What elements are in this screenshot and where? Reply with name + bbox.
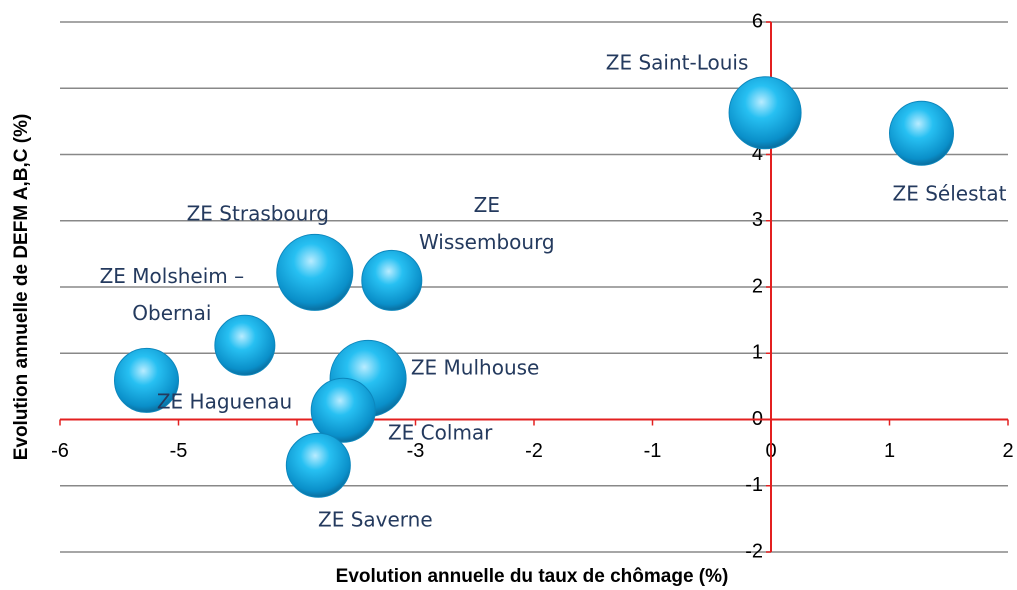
bubble-label: ZE Saint-Louis bbox=[605, 50, 749, 75]
bubble-label: ZE Wissembourg bbox=[418, 193, 555, 255]
y-tick-label: -2 bbox=[745, 540, 763, 562]
x-tick-label: -3 bbox=[407, 440, 425, 462]
bubble bbox=[285, 432, 351, 498]
bubble bbox=[214, 314, 276, 376]
bubble-label: ZE Molsheim – Obernai bbox=[99, 264, 245, 326]
x-axis-title: Evolution annuelle du taux de chômage (%… bbox=[336, 566, 729, 587]
bubble-label: ZE Sélestat bbox=[892, 181, 1007, 206]
bubble bbox=[114, 347, 180, 413]
bubble-label: ZE Mulhouse bbox=[410, 355, 540, 380]
bubble bbox=[888, 100, 954, 166]
bubble bbox=[310, 377, 376, 443]
bubble bbox=[728, 76, 802, 150]
bubble bbox=[276, 233, 354, 311]
y-tick-label: 6 bbox=[752, 10, 763, 32]
x-tick-label: -5 bbox=[170, 440, 188, 462]
y-axis-title: Evolution annuelle de DEFM A,B,C (%) bbox=[11, 114, 32, 461]
bubble bbox=[361, 249, 423, 311]
y-tick-label: 1 bbox=[752, 342, 763, 364]
y-tick-label: -1 bbox=[745, 474, 763, 496]
x-tick-label: -2 bbox=[525, 440, 543, 462]
y-tick-label: 3 bbox=[752, 209, 763, 231]
x-tick-label: -6 bbox=[51, 440, 69, 462]
y-tick-label: 4 bbox=[752, 143, 763, 165]
y-tick-label: 2 bbox=[752, 275, 763, 297]
bubble-label: ZE Saverne bbox=[318, 507, 433, 532]
bubble-label: ZE Colmar bbox=[387, 420, 493, 445]
x-tick-label: -1 bbox=[644, 440, 662, 462]
bubble-label: ZE Strasbourg bbox=[186, 201, 329, 226]
x-tick-label: 2 bbox=[1002, 440, 1013, 462]
x-tick-label: 1 bbox=[884, 440, 895, 462]
bubble-label: ZE Haguenau bbox=[156, 389, 293, 414]
